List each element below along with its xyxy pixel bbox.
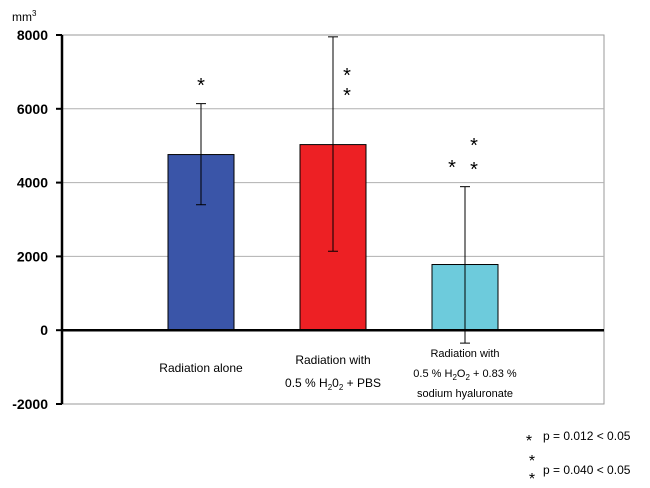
category-label-part: + PBS [343, 376, 381, 390]
category-label-part: Radiation alone [159, 361, 243, 375]
y-tick-label: 0 [40, 322, 48, 338]
y-tick-label: 8000 [17, 27, 48, 43]
category-label: 0.5 % H2O2 + 0.83 % [413, 368, 517, 382]
legend-text: p = 0.040 < 0.05 [543, 463, 631, 477]
legend-symbol: * [526, 433, 532, 450]
significance-asterisk: * [197, 75, 205, 97]
significance-asterisk: * [343, 65, 351, 87]
y-tick-label: 4000 [17, 175, 48, 191]
category-label-part: O [457, 368, 466, 380]
category-label-part: 2 [465, 373, 470, 382]
category-label: Radiation alone [159, 361, 243, 375]
category-label-part: 0 [332, 376, 339, 390]
category-label-part: 2 [328, 383, 333, 392]
legend-text: p = 0.012 < 0.05 [543, 429, 631, 443]
category-label-part: + 0.83 % [470, 368, 517, 380]
significance-asterisk: * [470, 159, 478, 181]
y-tick-label: -2000 [12, 396, 48, 412]
significance-asterisk: * [448, 157, 456, 179]
category-label-part: 0.5 % H [285, 376, 328, 390]
y-unit-label: mm3 [12, 9, 37, 24]
category-label: Radiation with [430, 348, 499, 360]
significance-asterisk: * [343, 85, 351, 107]
y-tick-label: 2000 [17, 248, 48, 264]
category-label-part: sodium hyaluronate [417, 388, 513, 400]
significance-asterisk: * [470, 135, 478, 157]
category-label-part: Radiation with [295, 353, 370, 367]
category-label: 0.5 % H202 + PBS [285, 376, 381, 392]
legend-symbol: * [529, 453, 535, 470]
category-label-part: 2 [339, 383, 344, 392]
y-tick-label: 6000 [17, 101, 48, 117]
category-label-part: 2 [452, 373, 457, 382]
category-label: sodium hyaluronate [417, 388, 513, 400]
category-label-part: Radiation with [430, 348, 499, 360]
legend-symbol: * [529, 471, 535, 488]
category-label: Radiation with [295, 353, 370, 367]
category-label-part: 0.5 % H [413, 368, 452, 380]
